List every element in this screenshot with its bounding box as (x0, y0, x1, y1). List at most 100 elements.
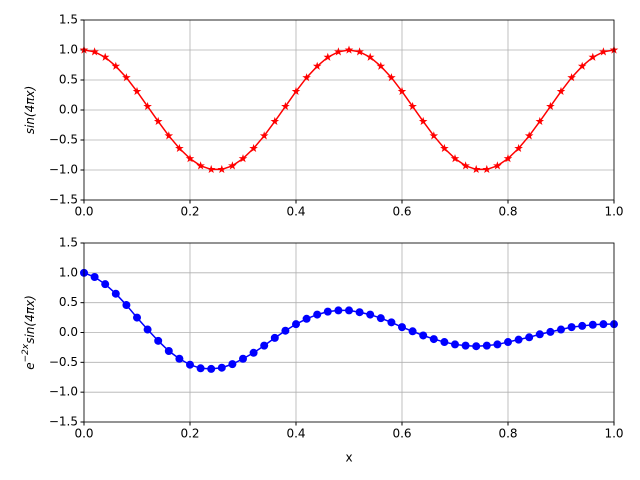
data-point (577, 61, 587, 70)
y-tick-label: −0.5 (49, 133, 78, 147)
data-point (419, 331, 428, 340)
data-point (472, 342, 481, 351)
data-point (493, 161, 502, 170)
data-point (186, 360, 194, 369)
data-point (100, 52, 110, 61)
data-point (164, 346, 173, 355)
data-point (588, 320, 597, 329)
data-point (599, 47, 608, 56)
data-point (504, 338, 512, 347)
x-tick-label: 0.8 (498, 427, 517, 441)
data-point (567, 323, 576, 332)
data-point (546, 101, 555, 111)
y-tick-label: −1.5 (49, 415, 78, 429)
data-point (249, 348, 258, 357)
data-point (175, 354, 184, 363)
data-point (556, 86, 566, 96)
data-point (398, 323, 406, 332)
data-point (387, 318, 396, 327)
y-axis-label: e−2xsin(4πx) (21, 295, 37, 370)
data-point (334, 306, 343, 315)
data-point (207, 364, 216, 373)
y-axis-label-part: sin(4πx) (23, 295, 37, 344)
data-point (588, 52, 598, 61)
y-axis-label-part: e (23, 362, 37, 369)
data-point (535, 330, 544, 339)
axes-frame (83, 242, 615, 423)
data-point (482, 164, 492, 174)
x-tick-label: 0.4 (286, 205, 305, 219)
data-point (239, 354, 247, 363)
data-point (334, 47, 343, 56)
data-point (323, 52, 333, 61)
data-point (270, 116, 280, 126)
data-point (345, 306, 353, 315)
data-point (599, 320, 608, 329)
data-point (397, 86, 407, 96)
data-point (366, 310, 375, 319)
data-point (514, 335, 523, 344)
x-tick-label: 0.2 (180, 427, 199, 441)
data-point (376, 314, 385, 323)
data-point (546, 327, 555, 336)
data-point (524, 131, 534, 140)
data-point (175, 143, 184, 153)
data-point (260, 341, 269, 350)
data-point (503, 154, 513, 163)
data-point (185, 154, 195, 163)
data-point (440, 338, 449, 347)
y-tick-label: −0.5 (49, 355, 78, 369)
data-point (228, 161, 237, 170)
data-point (323, 307, 332, 316)
data-point (450, 154, 460, 163)
x-axis-label: x (345, 451, 352, 465)
data-point (154, 336, 163, 345)
data-point (471, 164, 481, 174)
y-axis-label: sin(4πx) (23, 86, 37, 135)
y-tick-label: 0.0 (59, 325, 78, 339)
data-point (440, 143, 449, 153)
data-point (281, 101, 290, 111)
x-tick-label: 0.6 (392, 427, 411, 441)
data-point (281, 326, 290, 335)
x-tick-label: 0.8 (498, 205, 517, 219)
axes-frame (83, 19, 615, 201)
x-tick-label: 1.0 (604, 427, 623, 441)
data-point (196, 161, 205, 170)
data-point (451, 340, 459, 349)
data-point (408, 101, 417, 111)
data-point (133, 313, 141, 322)
y-axis-label-part: sin(4πx) (23, 86, 37, 135)
data-point (313, 310, 322, 319)
x-tick-label: 0.2 (180, 205, 199, 219)
y-tick-label: 1.0 (59, 265, 78, 279)
data-point (493, 340, 502, 349)
data-point (111, 289, 120, 298)
data-point (578, 321, 587, 330)
data-point (418, 116, 428, 126)
data-point (535, 116, 545, 126)
data-point (355, 308, 364, 317)
x-tick-label: 1.0 (604, 205, 623, 219)
x-tick-label: 0.0 (74, 427, 93, 441)
data-point (461, 341, 470, 350)
data-point (408, 327, 417, 336)
x-tick-label: 0.4 (286, 427, 305, 441)
data-point (101, 280, 110, 289)
data-point (514, 143, 523, 153)
y-axis-label-part: −2x (21, 343, 31, 362)
data-point (143, 101, 152, 111)
data-point (196, 364, 205, 373)
data-point (206, 164, 216, 174)
data-point (164, 131, 174, 140)
data-point (228, 360, 237, 369)
y-tick-label: −1.0 (49, 385, 78, 399)
data-point (387, 73, 396, 82)
y-tick-label: 0.5 (59, 295, 78, 309)
data-point (111, 61, 121, 70)
y-tick-label: 0.5 (59, 73, 78, 87)
data-point (217, 164, 227, 174)
data-point (312, 61, 322, 70)
data-point (90, 47, 99, 56)
